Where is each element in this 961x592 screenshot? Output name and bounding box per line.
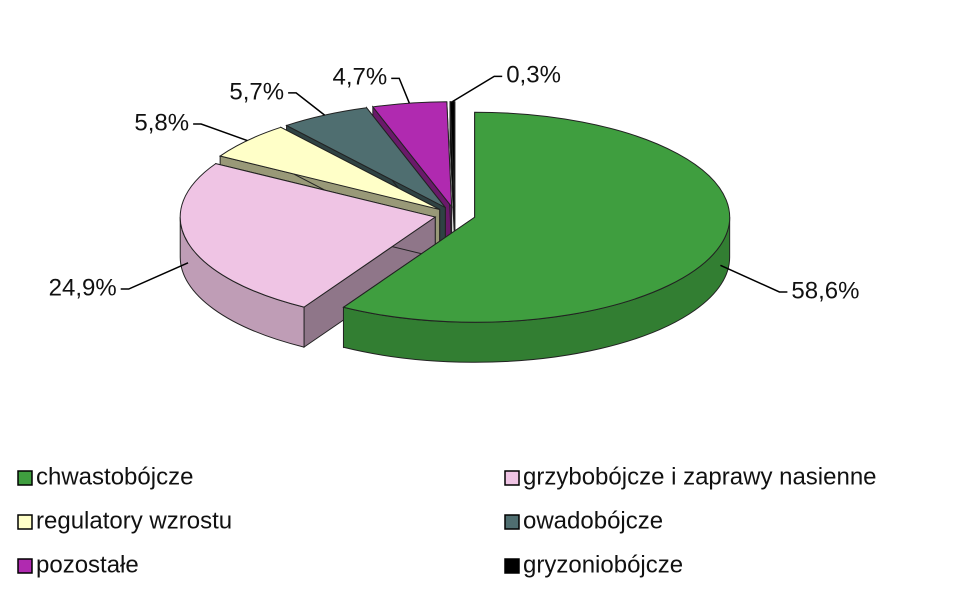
- slice: [179, 162, 437, 349]
- legend-label: chwastobójcze: [36, 463, 193, 490]
- legend-swatch: [17, 558, 33, 574]
- leader-line: [120, 262, 189, 290]
- slice-top: [371, 101, 453, 209]
- legend-label: owadobójcze: [523, 507, 663, 534]
- leader-line: [452, 75, 503, 103]
- legend-label: pozostałe: [36, 551, 139, 578]
- leader-line: [720, 264, 788, 293]
- slice-top: [218, 126, 440, 210]
- slice-top: [179, 163, 437, 308]
- data-label: 5,7%: [229, 78, 284, 105]
- legend-label: grzybobójcze i zaprawy nasienne: [523, 463, 877, 490]
- legend-label: gryzoniobójcze: [523, 551, 683, 578]
- data-label: 24,9%: [49, 274, 117, 301]
- slice-top: [285, 107, 446, 209]
- data-label: 0,3%: [506, 62, 561, 89]
- leader-line: [288, 92, 326, 116]
- slice: [449, 101, 456, 247]
- data-label: 4,7%: [333, 64, 388, 91]
- legend-swatch: [504, 514, 520, 530]
- legend-swatch: [17, 514, 33, 530]
- legend-swatch: [504, 470, 520, 486]
- legend-label: regulatory wzrostu: [36, 507, 232, 534]
- slice-top: [342, 111, 731, 323]
- data-label: 58,6%: [791, 277, 859, 304]
- legend-swatch: [504, 558, 520, 574]
- leader-line: [193, 123, 248, 142]
- leader-line: [391, 77, 411, 104]
- slice: [342, 111, 731, 363]
- legend-swatch: [17, 470, 33, 486]
- data-label: 5,8%: [134, 109, 189, 136]
